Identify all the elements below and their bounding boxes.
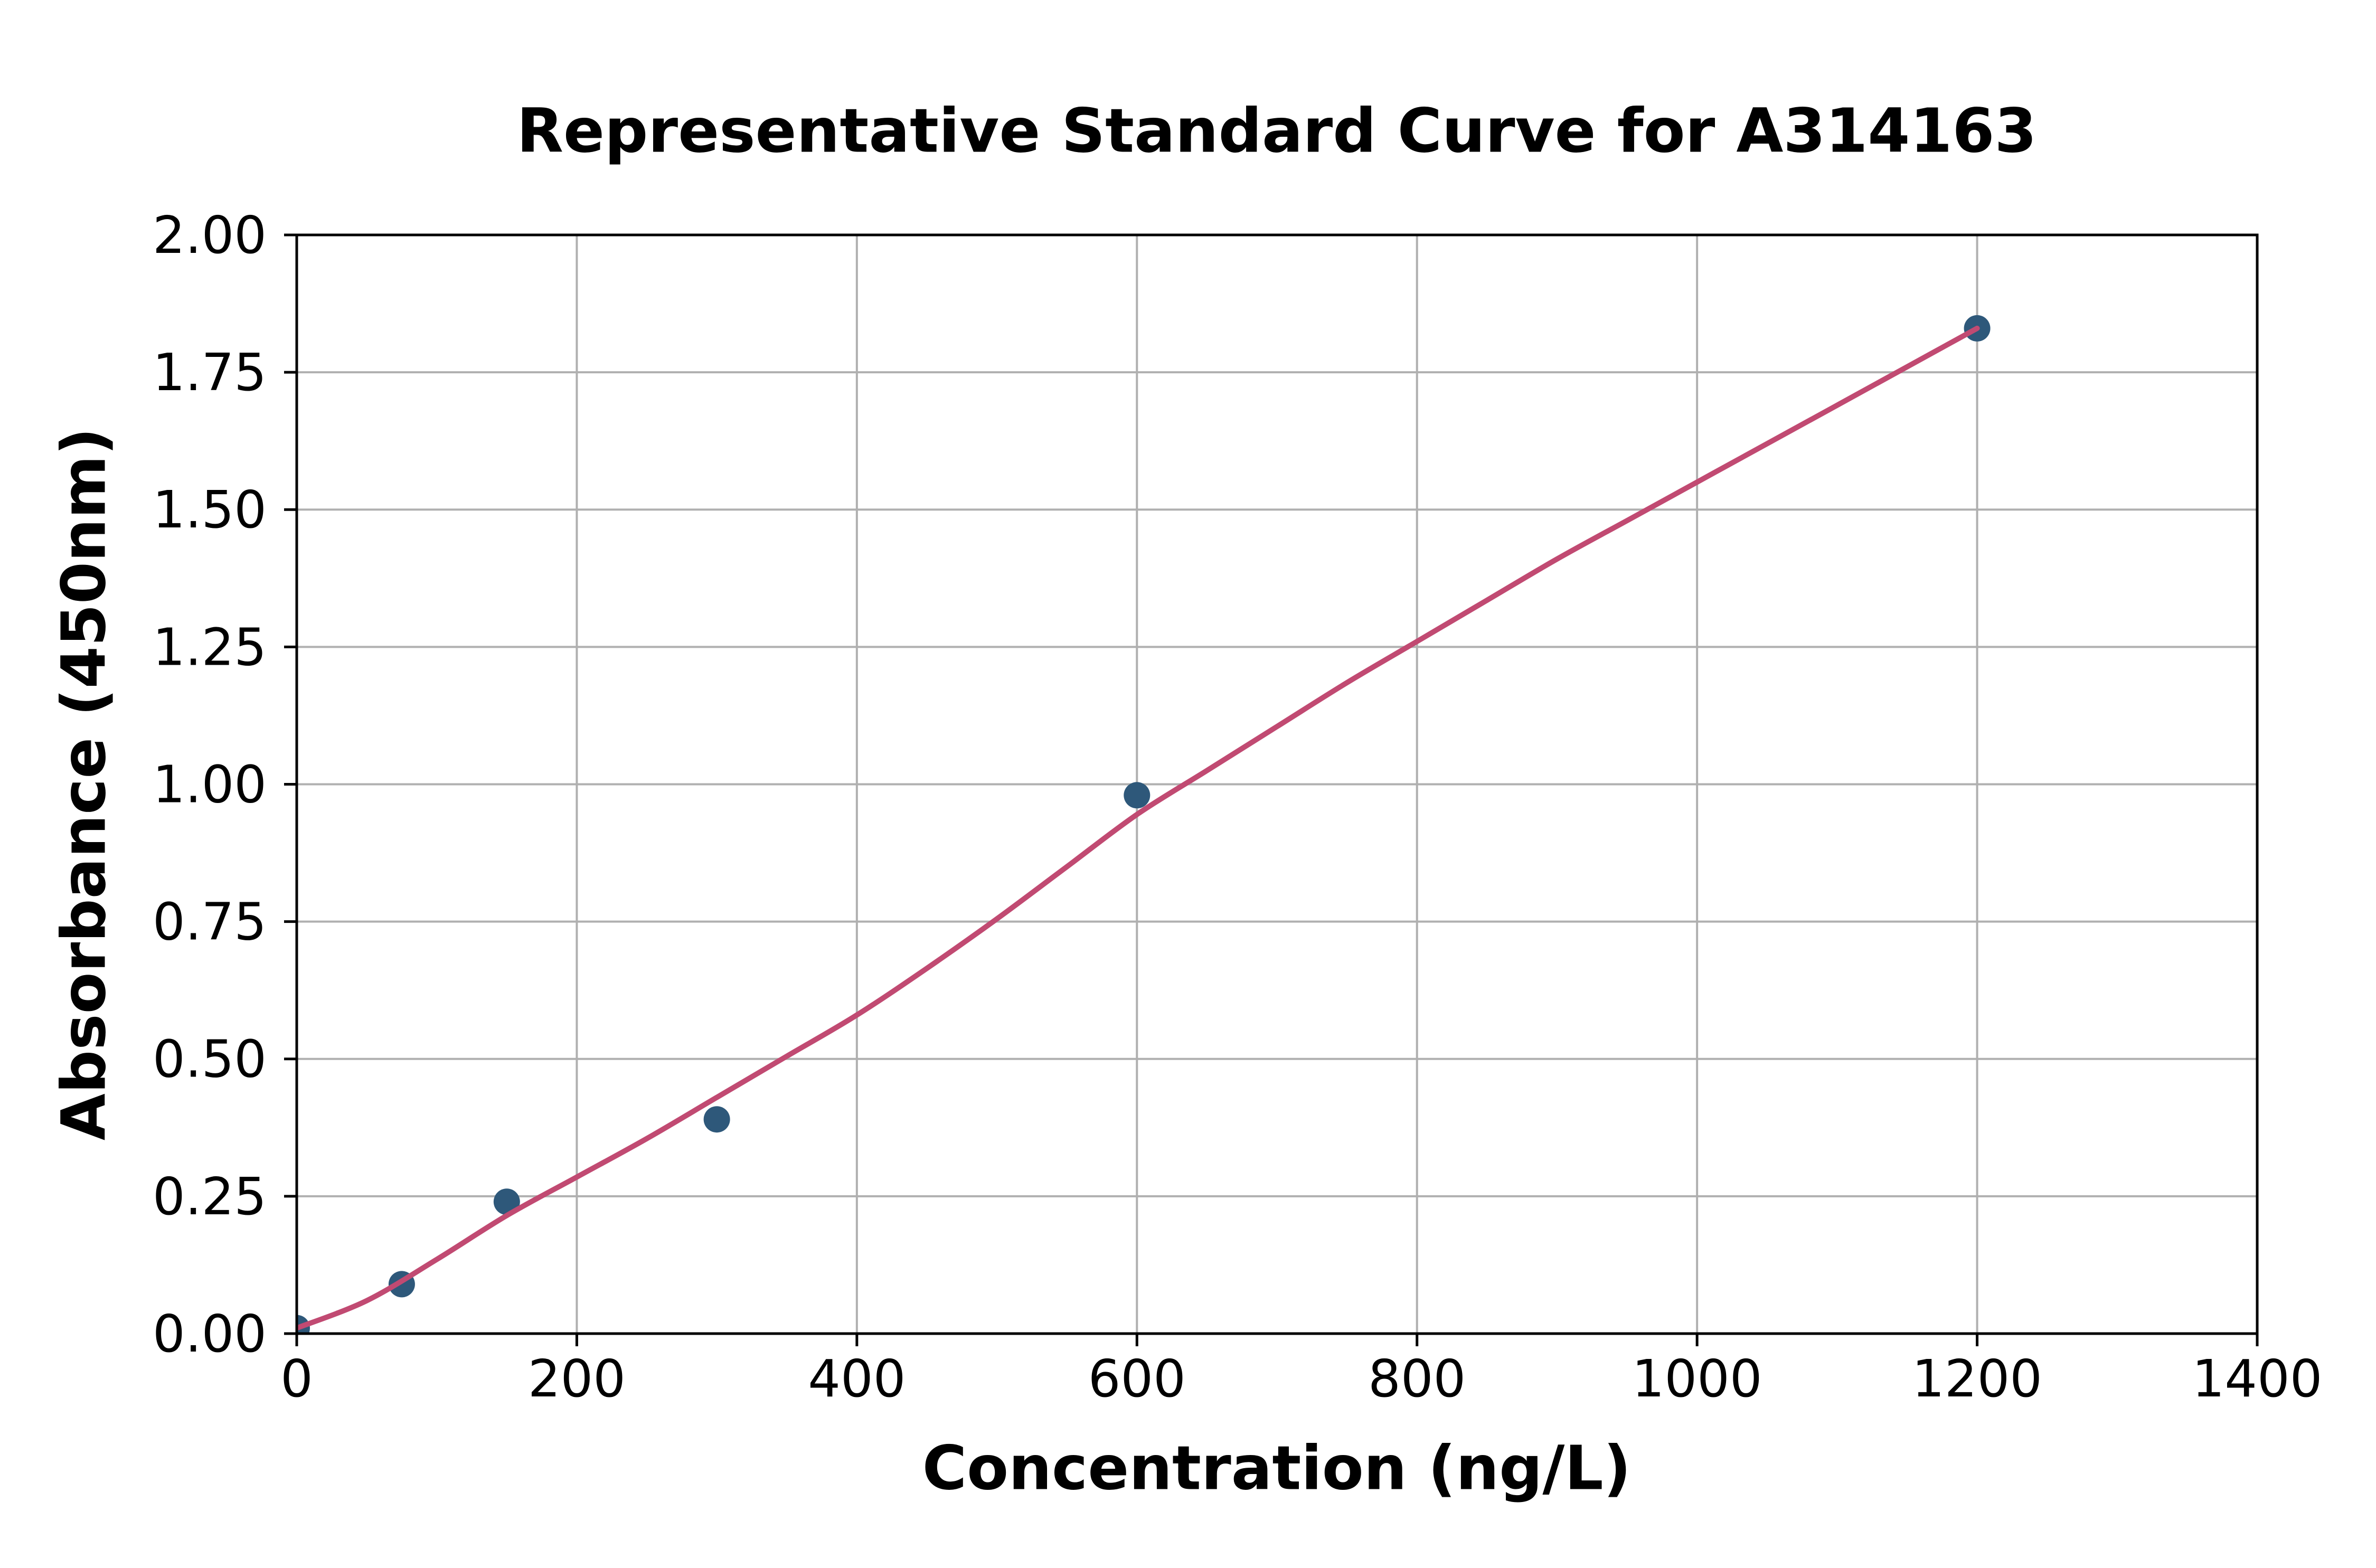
y-axis-label: Absorbance (450nm): [49, 428, 119, 1140]
y-tick-label: 1.00: [153, 754, 267, 814]
y-tick-label: 1.25: [153, 617, 267, 677]
y-tick-label: 0.50: [153, 1029, 267, 1089]
tick-labels: 0 200 400 600 800 1000 1200 1400 0.00 0.25 0.50 0.7…: [153, 205, 2322, 1409]
x-axis-label: Concentration (ng/L): [922, 1433, 1632, 1504]
x-tick-label: 1200: [1912, 1349, 2042, 1409]
x-tick-label: 200: [528, 1349, 626, 1409]
y-tick-label: 2.00: [153, 205, 267, 265]
data-point: [703, 1106, 730, 1133]
y-tick-label: 0.25: [153, 1167, 267, 1226]
fitted-curve-line: [297, 325, 1980, 1331]
y-tick-label: 1.50: [153, 480, 267, 540]
y-tick-label: 0.75: [153, 892, 267, 952]
x-tick-label: 400: [808, 1349, 906, 1409]
series-layer: [297, 315, 1991, 1334]
data-point: [493, 1188, 520, 1215]
data-point: [1124, 782, 1151, 809]
y-tick-label: 0.00: [153, 1304, 267, 1364]
y-tick-label: 1.75: [153, 343, 267, 402]
tick-marks: [284, 233, 2259, 1346]
x-tick-label: 600: [1088, 1349, 1186, 1409]
plot-border: [295, 233, 2259, 1335]
x-tick-label: 0: [280, 1349, 313, 1409]
x-tick-label: 1400: [2192, 1349, 2323, 1409]
chart-title: Representative Standard Curve for A31416…: [517, 96, 2037, 166]
x-tick-label: 1000: [1632, 1349, 1762, 1409]
x-tick-label: 800: [1368, 1349, 1466, 1409]
